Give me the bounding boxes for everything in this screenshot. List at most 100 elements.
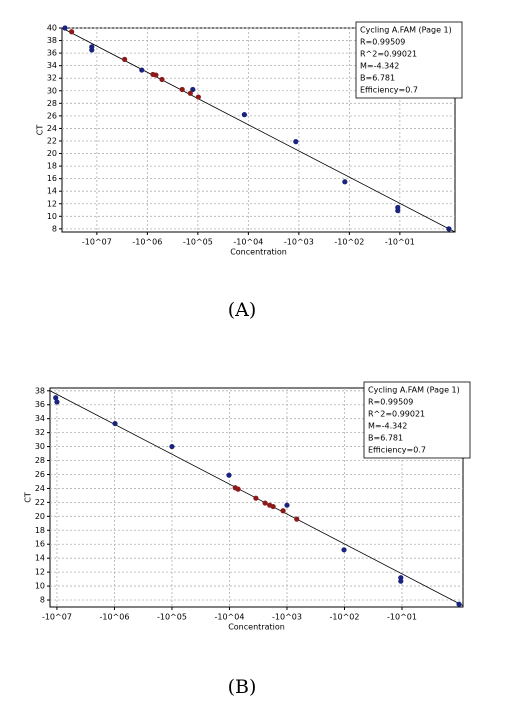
y-tick-label: 14	[35, 554, 45, 563]
x-tick-label: -10^05	[157, 613, 187, 622]
y-tick-label: 16	[35, 540, 45, 549]
caption: (B)	[228, 676, 257, 698]
x-tick-label: -10^04	[214, 613, 244, 622]
data-point	[179, 86, 185, 93]
data-point	[53, 395, 59, 401]
legend-line: R^2=0.99021	[368, 410, 425, 419]
y-tick-label: 20	[35, 512, 45, 521]
data-point	[153, 72, 159, 78]
y-tick-label: 32	[47, 74, 57, 83]
fit-line	[61, 27, 456, 233]
data-point	[112, 420, 118, 427]
y-tick-label: 34	[35, 414, 45, 423]
data-point	[195, 94, 201, 100]
x-tick-label: -10^01	[387, 613, 417, 622]
legend-line: B=6.781	[368, 434, 403, 443]
x-tick-label: -10^07	[82, 238, 112, 247]
y-tick-label: 36	[47, 49, 57, 58]
y-tick-label: 8	[40, 596, 45, 605]
x-tick-label: -10^05	[183, 238, 213, 247]
legend-line: R^2=0.99021	[360, 50, 417, 59]
legend-line: M=-4.342	[368, 422, 407, 431]
data-point	[235, 486, 241, 492]
y-tick-label: 28	[47, 99, 57, 108]
y-tick-label: 18	[35, 526, 45, 535]
y-axis-label: CT	[24, 492, 33, 503]
data-point	[398, 578, 404, 584]
legend-line: Efficiency=0.7	[368, 446, 426, 455]
x-tick-label: -10^02	[330, 613, 360, 622]
data-point	[169, 443, 175, 450]
y-tick-label: 14	[47, 187, 57, 196]
y-tick-label: 12	[47, 199, 57, 208]
legend-line: B=6.781	[360, 74, 395, 83]
data-point	[187, 90, 193, 96]
x-axis-label: Concentration	[228, 623, 285, 632]
y-tick-label: 24	[47, 124, 57, 133]
data-point	[341, 547, 347, 553]
y-tick-label: 26	[47, 111, 57, 120]
legend-box	[363, 381, 471, 459]
y-tick-label: 28	[35, 456, 45, 465]
x-axis-label: Concentration	[230, 248, 287, 257]
y-tick-label: 10	[35, 582, 45, 591]
y-tick-label: 34	[47, 61, 57, 70]
data-point	[456, 601, 462, 607]
y-tick-label: 8	[52, 224, 57, 233]
y-tick-label: 18	[47, 162, 57, 171]
y-tick-label: 30	[47, 86, 57, 95]
data-point	[342, 179, 348, 185]
data-point	[284, 502, 290, 508]
data-point	[294, 516, 300, 522]
x-tick-label: -10^06	[132, 238, 162, 247]
data-point	[262, 500, 268, 506]
data-point	[280, 508, 286, 514]
legend-box	[355, 21, 463, 99]
x-tick-label: -10^01	[385, 238, 415, 247]
y-tick-label: 26	[35, 470, 45, 479]
legend-line: M=-4.342	[360, 62, 399, 71]
data-point	[69, 29, 75, 35]
y-tick-label: 32	[35, 428, 45, 437]
y-tick-label: 12	[35, 568, 45, 577]
data-point	[54, 399, 60, 405]
data-point	[62, 25, 68, 31]
caption: (A)	[228, 299, 257, 321]
y-tick-label: 24	[35, 484, 45, 493]
legend-line: R=0.99509	[360, 38, 405, 47]
y-tick-label: 36	[35, 400, 45, 409]
data-point	[446, 226, 452, 232]
y-tick-label: 20	[47, 149, 57, 158]
x-tick-label: -10^03	[272, 613, 302, 622]
data-point	[122, 56, 128, 62]
y-tick-label: 22	[35, 498, 45, 507]
legend-line: R=0.99509	[368, 398, 413, 407]
data-point	[241, 112, 247, 118]
x-tick-label: -10^04	[233, 238, 263, 247]
data-point	[395, 208, 401, 214]
legend-line: Cycling A.FAM (Page 1)	[368, 386, 460, 395]
data-point	[226, 472, 232, 478]
legend-line: Cycling A.FAM (Page 1)	[360, 26, 452, 35]
data-point	[190, 86, 196, 93]
data-point	[159, 76, 165, 83]
data-point	[139, 67, 145, 73]
data-point	[89, 47, 95, 53]
y-tick-label: 38	[47, 36, 57, 45]
x-tick-label: -10^07	[42, 613, 72, 622]
y-tick-label: 10	[47, 212, 57, 221]
data-point	[293, 139, 299, 145]
y-tick-label: 30	[35, 442, 45, 451]
x-tick-label: -10^03	[284, 238, 314, 247]
x-tick-label: -10^06	[99, 613, 129, 622]
y-tick-label: 22	[47, 136, 57, 145]
x-tick-label: -10^02	[334, 238, 364, 247]
legend-line: Efficiency=0.7	[360, 86, 418, 95]
y-tick-label: 16	[47, 174, 57, 183]
data-point	[253, 495, 259, 501]
y-tick-label: 40	[47, 24, 57, 33]
y-axis-label: CT	[36, 125, 45, 136]
y-tick-label: 38	[35, 386, 45, 395]
